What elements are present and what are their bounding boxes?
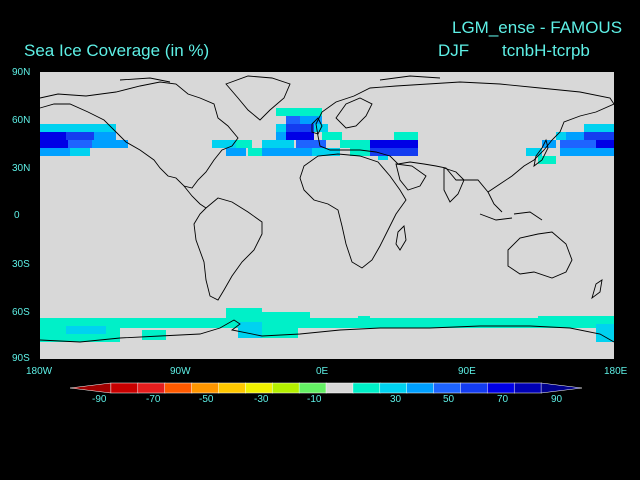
colorbar-segment <box>191 382 220 394</box>
lat-label-60n: 60N <box>12 115 31 126</box>
coastlines <box>39 75 615 343</box>
colorbar-segment <box>540 382 583 394</box>
lat-label-0: 0 <box>14 210 20 221</box>
sea-ice-cells-north <box>40 108 614 164</box>
lat-label-60s: 60S <box>12 307 30 318</box>
colorbar-segment <box>379 382 408 394</box>
lat-label-30s: 30S <box>12 259 30 270</box>
colorbar-segment <box>137 382 166 394</box>
colorbar-segment <box>460 382 489 394</box>
experiment-title: LGM_ense - FAMOUS <box>452 18 623 37</box>
lon-label-90e: 90E <box>458 366 476 377</box>
colorbar-segment <box>325 382 354 394</box>
colorbar-tick: 50 <box>443 394 455 405</box>
difference-label: tcnbH-tcrpb <box>502 41 590 60</box>
colorbar-tick: -90 <box>92 394 107 405</box>
colorbar <box>69 382 583 394</box>
map-background <box>40 72 614 359</box>
colorbar-segment <box>352 382 381 394</box>
lon-label-0e: 0E <box>316 366 329 377</box>
colorbar-tick: -30 <box>254 394 269 405</box>
colorbar-segment <box>513 382 542 394</box>
colorbar-tick: -50 <box>199 394 214 405</box>
colorbar-segment <box>164 382 193 394</box>
lat-label-30n: 30N <box>12 163 31 174</box>
colorbar-segment <box>298 382 327 394</box>
colorbar-segment <box>271 382 300 394</box>
colorbar-segment <box>406 382 435 394</box>
colorbar-segment <box>245 382 273 394</box>
colorbar-segment <box>487 382 515 394</box>
lat-label-90n: 90N <box>12 67 31 78</box>
colorbar-segment <box>110 382 139 394</box>
season-label: DJF <box>438 41 470 60</box>
lon-label-180w: 180W <box>26 366 53 377</box>
lat-label-90s: 90S <box>12 353 30 364</box>
colorbar-tick: 90 <box>551 394 563 405</box>
lon-label-90w: 90W <box>170 366 191 377</box>
colorbar-tick: 30 <box>390 394 402 405</box>
colorbar-segment <box>218 382 247 394</box>
colorbar-tick: 70 <box>497 394 509 405</box>
sea-ice-cells-south <box>40 308 614 342</box>
colorbar-tick: -10 <box>307 394 322 405</box>
colorbar-tick: -70 <box>146 394 161 405</box>
lon-label-180e: 180E <box>604 366 628 377</box>
chart-title: Sea Ice Coverage (in %) <box>24 41 210 60</box>
colorbar-segment <box>69 382 112 394</box>
colorbar-segment <box>433 382 462 394</box>
